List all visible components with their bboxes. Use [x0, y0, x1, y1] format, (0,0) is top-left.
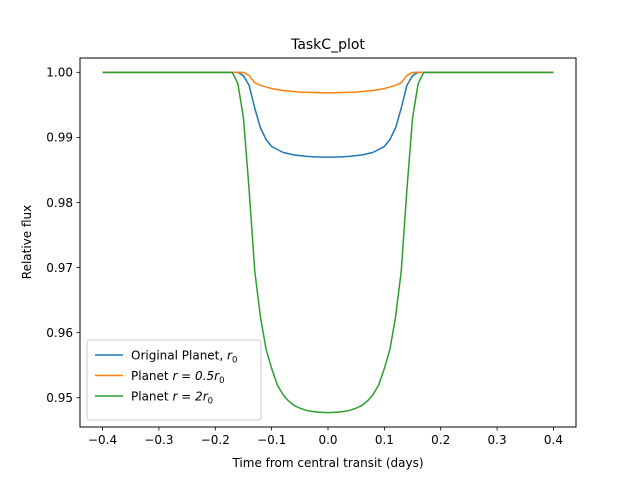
legend-frame [86, 339, 262, 421]
x-tick-label: −0.2 [201, 433, 230, 447]
legend-label-3: Planet r = 2r0 [131, 390, 213, 407]
series-line-2 [102, 71, 554, 94]
axes-frame [79, 57, 577, 428]
legend-label-2: Planet r = 0.5r0 [131, 369, 225, 386]
legend-label-1: Original Planet, r0 [131, 349, 237, 366]
x-tick-label: 0.2 [431, 433, 450, 447]
y-tick-label: 1.00 [46, 66, 73, 80]
y-tick-label: 0.96 [46, 326, 73, 340]
x-axis-label: Time from central transit (days) [231, 456, 423, 470]
x-tick-label: −0.3 [144, 433, 173, 447]
x-tick-label: 0.0 [318, 433, 337, 447]
y-tick-label: 0.97 [46, 261, 73, 275]
y-tick-label: 0.95 [46, 391, 73, 405]
y-axis-label: Relative flux [20, 205, 34, 279]
y-tick-label: 0.99 [46, 131, 73, 145]
series-line-3 [102, 71, 554, 414]
x-tick-label: 0.4 [544, 433, 563, 447]
x-tick-label: 0.1 [375, 433, 394, 447]
y-tick-label: 0.98 [46, 196, 73, 210]
axis-ticks: −0.4 −0.3 −0.2 −0.1 0.0 0.1 0.2 0.3 0.4 0.95 0.96 0… [46, 66, 563, 447]
x-tick-label: 0.3 [488, 433, 507, 447]
chart-title: TaskC_plot [290, 37, 365, 53]
legend: Original Planet, r0 Planet r = 0.5r0 Plane… [86, 339, 262, 421]
series-line-1 [102, 71, 554, 158]
plot-area [102, 71, 554, 414]
x-tick-label: −0.4 [88, 433, 117, 447]
x-tick-label: −0.1 [257, 433, 286, 447]
